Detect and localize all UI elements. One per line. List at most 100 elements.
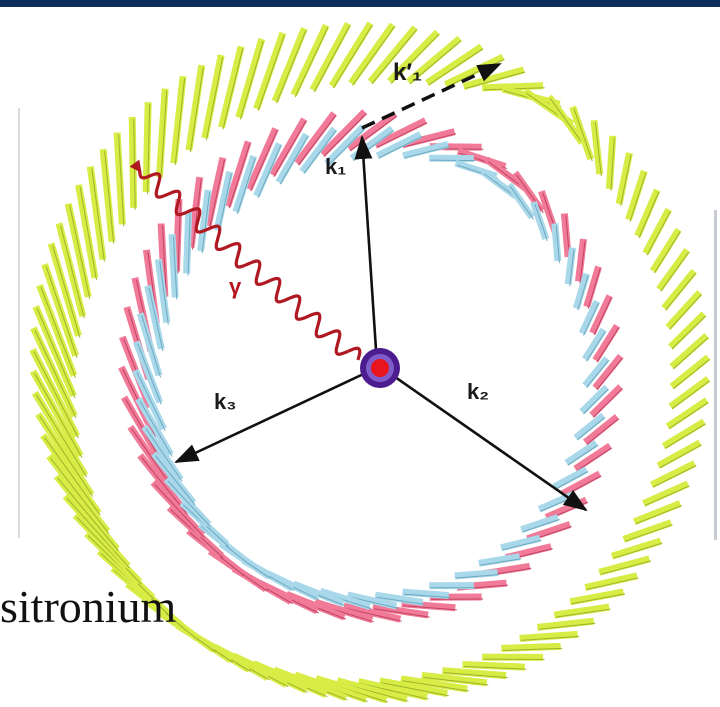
inner-strip: [232, 155, 258, 213]
middle-strip-edge: [154, 483, 205, 538]
middle-strip-edge: [516, 174, 544, 214]
outer-strip-edge: [44, 437, 101, 516]
positronium-source-icon: [360, 348, 400, 388]
outer-strip: [386, 29, 441, 84]
k1-prime-arrow-icon: [361, 62, 502, 130]
inner-strip: [564, 440, 599, 466]
outer-strip-edge: [69, 205, 91, 300]
middle-strip: [573, 442, 613, 472]
outer-strip: [309, 21, 352, 92]
outer-strip-edge: [669, 294, 702, 330]
inner-strip: [132, 340, 164, 404]
outer-strip: [625, 169, 648, 221]
outer-strip-edge: [34, 372, 83, 459]
outer-strip: [442, 667, 507, 680]
outer-strip: [519, 630, 578, 642]
inner-strip-edge: [376, 596, 425, 605]
outer-strip: [668, 376, 711, 410]
outer-strip: [661, 268, 697, 311]
outer-strip-edge: [205, 57, 224, 141]
inner-strip-edge: [167, 480, 211, 527]
inner-strip-edge: [403, 593, 451, 598]
outer-strip: [482, 82, 544, 92]
outer-strip-edge: [638, 191, 660, 239]
photon-wave-icon: [129, 159, 362, 361]
outer-strip: [656, 439, 702, 469]
inner-strip: [573, 412, 606, 441]
inner-strip: [530, 200, 550, 241]
middle-strip: [583, 265, 602, 308]
outer-strip: [610, 537, 662, 560]
outer-strip-edge: [671, 315, 706, 350]
outer-strip: [64, 202, 92, 298]
middle-strip: [589, 384, 624, 418]
middle-strip: [187, 176, 204, 249]
inner-strip-edge: [502, 539, 542, 551]
middle-strip-edge: [403, 605, 457, 611]
outer-strip: [235, 38, 266, 119]
inner-strip-edge: [136, 372, 166, 432]
detector-inner-layer: [132, 124, 610, 610]
outer-strip: [642, 207, 672, 255]
inner-strip-edge: [586, 360, 609, 388]
inner-strip-edge: [555, 225, 560, 264]
outer-strip-edge: [294, 27, 329, 98]
inner-strip: [183, 210, 193, 274]
outer-strip-edge: [586, 577, 639, 590]
outer-strip: [218, 45, 245, 129]
outer-strip: [569, 588, 625, 606]
outer-strip-edge: [538, 622, 596, 630]
outer-strip: [642, 480, 690, 507]
inner-strip: [324, 124, 366, 167]
gamma-label: γ: [229, 274, 242, 299]
outer-strip: [661, 418, 706, 450]
outer-strip: [650, 460, 697, 489]
middle-strip-edge: [579, 240, 586, 284]
inner-strip-edge: [404, 146, 450, 159]
outer-strip: [569, 105, 595, 161]
inner-strip-edge: [139, 400, 173, 457]
middle-strip-edge: [586, 418, 619, 445]
outer-strip-edge: [381, 682, 449, 697]
inner-strip-edge: [522, 518, 560, 533]
outer-strip-edge: [174, 78, 186, 166]
inner-strip-edge: [569, 249, 575, 287]
middle-strip: [342, 602, 402, 623]
inner-strip-edge: [510, 186, 535, 220]
outer-strip-edge: [652, 465, 697, 488]
outer-strip-edge: [625, 524, 673, 542]
inner-strip-edge: [148, 287, 164, 352]
inner-strip-edge: [218, 173, 232, 233]
outer-strip: [605, 135, 617, 190]
k3-arrow-icon: [174, 368, 373, 464]
outer-strip-edge: [671, 380, 710, 410]
middle-strip-edge: [592, 388, 623, 418]
inner-strip-edge: [173, 236, 178, 300]
outer-strip-edge: [502, 647, 563, 651]
middle-strip-edge: [298, 115, 337, 166]
outer-strip: [421, 671, 488, 687]
middle-strip-edge: [250, 130, 278, 192]
outer-strip: [649, 227, 682, 273]
inner-strip-edge: [583, 388, 609, 415]
outer-strip-edge: [35, 394, 88, 478]
outer-strip: [553, 603, 610, 619]
inner-strip-edge: [583, 303, 599, 336]
middle-strip: [372, 603, 429, 619]
outer-strip-edge: [76, 516, 142, 585]
outer-strip-edge: [50, 457, 110, 534]
inner-strip: [572, 272, 590, 310]
inner-strip: [402, 141, 449, 160]
inner-strip-edge: [567, 444, 599, 466]
inner-strip: [299, 126, 338, 174]
outer-strip-edge: [571, 593, 626, 605]
middle-strip: [592, 323, 621, 363]
middle-strip-edge: [209, 159, 225, 228]
outer-strip: [665, 397, 709, 430]
outer-strip-edge: [39, 415, 94, 497]
outer-strip-edge: [660, 251, 690, 292]
k1-label: k₁: [325, 154, 346, 179]
inner-strip: [319, 587, 371, 610]
outer-strip-edge: [313, 25, 351, 93]
